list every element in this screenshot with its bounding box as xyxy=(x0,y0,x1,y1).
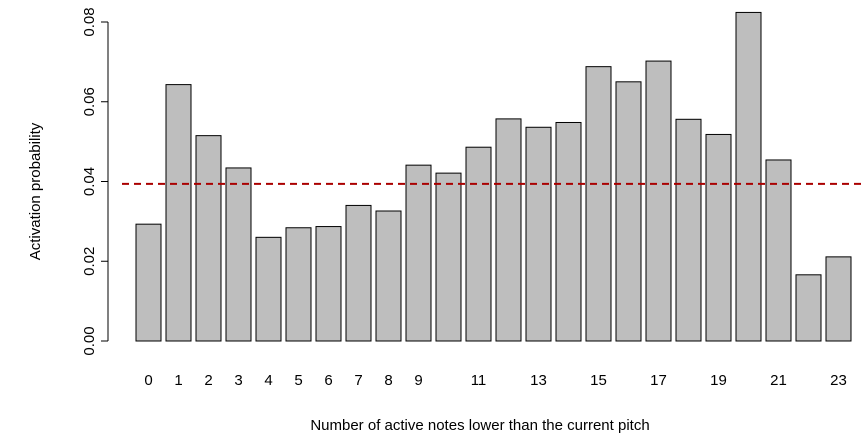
bar-7 xyxy=(345,204,372,342)
bar-3 xyxy=(225,167,252,342)
x-tick-label-2: 2 xyxy=(204,372,212,389)
x-tick-label-19: 19 xyxy=(710,372,727,389)
y-tick-label-0.04: 0.04 xyxy=(81,167,98,196)
x-tick-label-21: 21 xyxy=(770,372,787,389)
y-tick-label-0.02: 0.02 xyxy=(81,247,98,276)
bar-15 xyxy=(585,66,612,342)
y-axis: 0.00 0.02 0.04 0.06 0.08 xyxy=(81,7,109,356)
y-axis-title: Activation probability xyxy=(27,122,44,260)
x-tick-label-4: 4 xyxy=(264,372,272,389)
bars-group xyxy=(135,11,852,342)
x-tick-label-6: 6 xyxy=(324,372,332,389)
bar-13 xyxy=(525,126,552,342)
bar-23 xyxy=(825,256,852,342)
bar-4 xyxy=(255,236,282,342)
x-tick-label-17: 17 xyxy=(650,372,667,389)
bar-8 xyxy=(375,210,402,342)
y-tick-label-0.08: 0.08 xyxy=(81,7,98,36)
bar-12 xyxy=(495,118,522,342)
bar-14 xyxy=(555,121,582,342)
bar-19 xyxy=(705,133,732,342)
bar-18 xyxy=(675,118,702,342)
x-tick-label-0: 0 xyxy=(144,372,152,389)
bar-16 xyxy=(615,81,642,342)
bar-2 xyxy=(195,135,222,342)
x-tick-label-9: 9 xyxy=(414,372,422,389)
bar-20 xyxy=(735,11,762,342)
x-tick-label-15: 15 xyxy=(590,372,607,389)
bar-10 xyxy=(435,172,462,342)
x-tick-label-1: 1 xyxy=(174,372,182,389)
x-tick-labels: 0 1 2 3 4 5 6 7 8 9 11 13 15 17 19 21 23 xyxy=(144,372,847,389)
x-tick-label-13: 13 xyxy=(530,372,547,389)
bar-22 xyxy=(795,274,822,342)
bar-5 xyxy=(285,227,312,342)
bar-11 xyxy=(465,146,492,342)
y-tick-label-0.00: 0.00 xyxy=(81,326,98,355)
x-tick-label-7: 7 xyxy=(354,372,362,389)
y-tick-label-0.06: 0.06 xyxy=(81,87,98,116)
x-axis-title: Number of active notes lower than the cu… xyxy=(310,417,649,434)
x-tick-label-5: 5 xyxy=(294,372,302,389)
bar-0 xyxy=(135,223,162,342)
x-tick-label-3: 3 xyxy=(234,372,242,389)
bar-21 xyxy=(765,159,792,342)
bar-17 xyxy=(645,60,672,342)
bar-6 xyxy=(315,226,342,342)
x-tick-label-11: 11 xyxy=(471,372,487,389)
x-tick-label-23: 23 xyxy=(830,372,847,389)
bar-1 xyxy=(165,84,192,342)
x-tick-label-8: 8 xyxy=(384,372,392,389)
bar-9 xyxy=(405,164,432,342)
